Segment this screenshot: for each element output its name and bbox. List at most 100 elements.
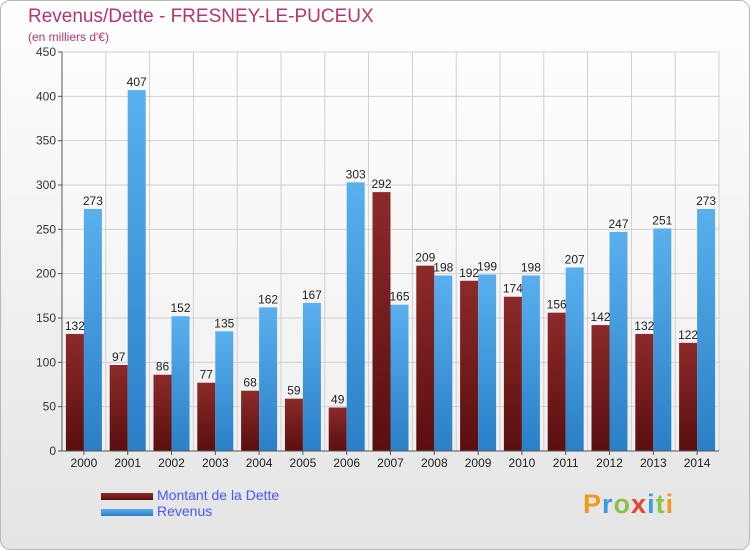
bar-dette-2011: [547, 312, 566, 451]
bar-dette-2007: [372, 192, 391, 452]
bar-dette-2013: [635, 333, 654, 451]
bar-revenus-2004: [259, 307, 278, 451]
chart-subtitle: (en milliers d'€): [28, 30, 109, 44]
value-label-dette-2010: 174: [503, 282, 523, 296]
bar-revenus-2012: [609, 231, 628, 451]
logo-letter: i: [647, 489, 656, 519]
value-label-revenus-2008: 198: [433, 260, 453, 274]
chart-title: Revenus/Dette - FRESNEY-LE-PUCEUX: [28, 6, 374, 27]
value-label-revenus-2001: 407: [127, 75, 147, 89]
bar-dette-2002: [153, 374, 172, 451]
logo-letter: o: [613, 489, 632, 519]
x-tick-label-2008: 2008: [421, 456, 448, 470]
bar-revenus-2003: [215, 331, 234, 451]
value-label-revenus-2002: 152: [170, 301, 190, 315]
legend-label-dette: Montant de la Dette: [157, 487, 280, 503]
bar-revenus-2002: [171, 316, 190, 451]
value-label-revenus-2013: 251: [652, 213, 672, 227]
bar-dette-2005: [284, 398, 303, 451]
legend-label-revenus: Revenus: [157, 503, 213, 519]
bar-dette-2006: [328, 407, 347, 451]
value-label-dette-2000: 132: [65, 319, 85, 333]
x-tick-label-2004: 2004: [246, 456, 273, 470]
value-label-dette-2013: 132: [634, 319, 654, 333]
value-label-revenus-2010: 198: [521, 260, 541, 274]
bar-dette-2010: [503, 296, 522, 451]
logo-letter: P: [583, 489, 603, 519]
value-label-dette-2002: 86: [156, 360, 170, 374]
bar-revenus-2010: [521, 275, 540, 451]
y-tick-label: 200: [36, 267, 56, 281]
x-tick-label-2009: 2009: [465, 456, 492, 470]
bar-dette-2009: [460, 280, 479, 451]
value-label-dette-2005: 59: [287, 384, 301, 398]
value-label-revenus-2005: 167: [302, 288, 322, 302]
bar-revenus-2009: [478, 274, 497, 451]
value-label-dette-2009: 192: [459, 266, 479, 280]
y-tick-label: 50: [43, 400, 57, 414]
bar-dette-2008: [416, 265, 435, 451]
logo-letter: i: [665, 489, 675, 519]
legend-swatch-dette: [101, 493, 153, 500]
bar-revenus-2007: [390, 304, 409, 451]
value-label-revenus-2012: 247: [608, 217, 628, 231]
bar-revenus-2006: [346, 182, 365, 451]
bar-dette-2001: [109, 364, 128, 451]
value-label-revenus-2000: 273: [83, 194, 103, 208]
x-tick-label-2007: 2007: [377, 456, 404, 470]
bar-dette-2012: [591, 325, 610, 451]
value-label-dette-2012: 142: [590, 310, 610, 324]
value-label-dette-2003: 77: [200, 368, 214, 382]
bar-revenus-2001: [127, 90, 146, 452]
value-label-revenus-2004: 162: [258, 292, 278, 306]
bar-revenus-2000: [83, 208, 102, 451]
y-tick-label: 350: [36, 134, 56, 148]
bar-dette-2014: [679, 342, 698, 451]
x-tick-label-2011: 2011: [553, 456, 579, 470]
value-label-revenus-2014: 273: [696, 194, 716, 208]
logo-letter: x: [631, 489, 648, 519]
x-tick-label-2014: 2014: [684, 456, 711, 470]
value-label-revenus-2007: 165: [389, 290, 409, 304]
proxiti-logo: Proxiti: [583, 489, 674, 520]
bar-dette-2003: [197, 382, 216, 451]
value-label-revenus-2003: 135: [214, 316, 234, 330]
value-label-dette-2014: 122: [678, 328, 698, 342]
bar-dette-2000: [65, 333, 84, 451]
x-tick-label-2001: 2001: [114, 456, 141, 470]
x-tick-label-2010: 2010: [509, 456, 536, 470]
y-tick-label: 400: [36, 89, 56, 103]
bar-revenus-2005: [302, 302, 321, 451]
bar-revenus-2011: [565, 267, 584, 451]
bar-revenus-2013: [653, 228, 672, 451]
x-tick-label-2005: 2005: [290, 456, 317, 470]
bar-revenus-2008: [434, 275, 453, 451]
bar-dette-2004: [241, 390, 260, 451]
logo-letter: t: [655, 489, 666, 519]
y-tick-label: 300: [36, 178, 56, 192]
logo-letter: r: [602, 489, 614, 519]
value-label-revenus-2009: 199: [477, 260, 497, 274]
value-label-dette-2004: 68: [243, 376, 257, 390]
value-label-dette-2006: 49: [331, 393, 345, 407]
value-label-dette-2001: 97: [112, 350, 126, 364]
y-tick-label: 100: [36, 355, 56, 369]
x-tick-label-2000: 2000: [71, 456, 98, 470]
value-label-revenus-2006: 303: [346, 167, 366, 181]
x-tick-label-2012: 2012: [596, 456, 623, 470]
y-tick-label: 450: [36, 45, 56, 59]
y-tick-label: 150: [36, 311, 56, 325]
x-tick-label-2002: 2002: [158, 456, 185, 470]
x-tick-label-2003: 2003: [202, 456, 229, 470]
x-tick-label-2006: 2006: [333, 456, 360, 470]
x-tick-label-2013: 2013: [640, 456, 667, 470]
y-tick-label: 250: [36, 222, 56, 236]
y-tick-label: 0: [49, 444, 56, 458]
value-label-dette-2011: 156: [547, 298, 567, 312]
legend-swatch-revenus: [101, 509, 153, 516]
value-label-dette-2008: 209: [415, 251, 435, 265]
value-label-dette-2007: 292: [371, 177, 391, 191]
value-label-revenus-2011: 207: [565, 252, 585, 266]
